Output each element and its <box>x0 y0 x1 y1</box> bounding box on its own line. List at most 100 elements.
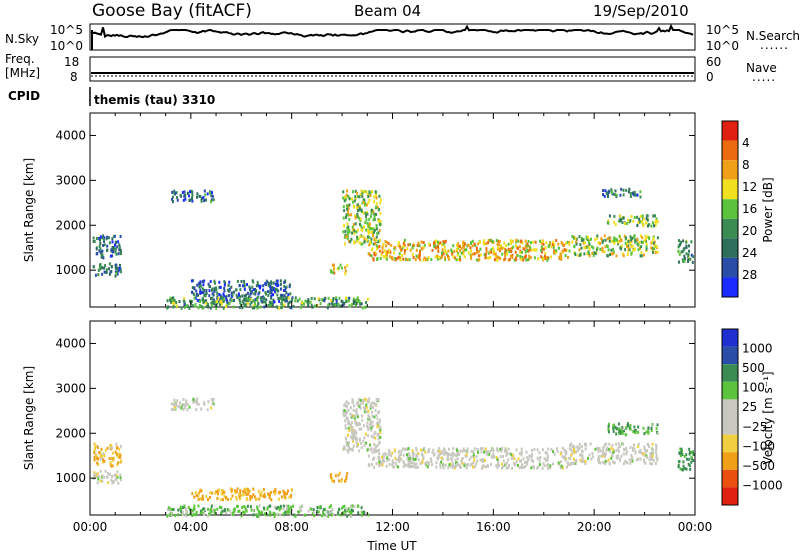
scatter-cell <box>520 465 523 469</box>
scatter-cell <box>333 271 336 275</box>
scatter-cell <box>246 302 249 305</box>
scatter-cell <box>184 513 187 517</box>
scatter-cell <box>482 458 485 462</box>
scatter-cell <box>287 504 290 508</box>
scatter-cell <box>678 260 680 264</box>
scatter-cell <box>626 253 629 256</box>
scatter-cell <box>355 230 358 234</box>
scatter-cell <box>682 464 685 468</box>
scatter-cell <box>604 459 607 463</box>
scatter-cell <box>342 412 345 416</box>
scatter-cell <box>367 201 370 205</box>
scatter-cell <box>253 299 256 303</box>
scatter-cell <box>606 195 609 198</box>
scatter-cell <box>220 506 223 510</box>
scatter-cell <box>377 421 380 425</box>
scatter-cell <box>202 280 204 283</box>
scatter-cell <box>485 250 488 254</box>
scatter-cell <box>612 429 615 433</box>
scatter-cell <box>101 236 104 240</box>
x-tick-label: 04:00 <box>174 520 209 534</box>
scatter-cell <box>350 213 352 217</box>
scatter-cell <box>402 465 405 469</box>
scatter-cell <box>507 242 510 246</box>
scatter-cell <box>354 222 357 226</box>
scatter-cell <box>685 240 688 244</box>
scatter-cell <box>369 253 371 257</box>
scatter-cell <box>537 465 540 469</box>
scatter-cell <box>437 245 439 249</box>
scatter-cell <box>629 461 632 465</box>
x-tick-label: 12:00 <box>375 520 410 534</box>
scatter-cell <box>115 473 118 477</box>
scatter-cell <box>229 297 232 301</box>
scatter-cell <box>441 450 444 454</box>
scatter-cell <box>650 447 653 451</box>
scatter-cell <box>252 299 255 303</box>
scatter-cell <box>648 223 651 227</box>
scatter-cell <box>230 295 233 299</box>
scatter-cell <box>238 305 241 309</box>
scatter-cell <box>505 462 507 466</box>
scatter-cell <box>201 494 204 498</box>
scatter-cell <box>102 244 105 247</box>
scatter-cell <box>607 192 609 196</box>
scatter-cell <box>498 248 501 251</box>
scatter-cell <box>238 495 241 499</box>
scatter-cell <box>267 304 270 307</box>
scatter-cell <box>379 198 382 202</box>
scatter-cell <box>476 249 478 253</box>
scatter-cell <box>629 458 632 462</box>
scatter-cell <box>216 300 219 303</box>
velocity-ylabel: Slant Range [km] <box>22 366 36 470</box>
scatter-cell <box>358 208 361 212</box>
scatter-cell <box>447 249 450 253</box>
scatter-cell <box>691 260 694 264</box>
scatter-cell <box>655 453 658 457</box>
scatter-cell <box>202 507 205 511</box>
scatter-cell <box>172 508 175 511</box>
scatter-cell <box>437 454 440 458</box>
scatter-cell <box>183 403 185 407</box>
scatter-cell <box>572 461 575 465</box>
scatter-cell <box>106 472 109 475</box>
scatter-cell <box>462 240 465 244</box>
scatter-cell <box>346 207 349 211</box>
scatter-cell <box>225 296 228 299</box>
scatter-cell <box>394 257 397 260</box>
scatter-cell <box>239 489 242 492</box>
scatter-cell <box>612 427 615 431</box>
scatter-cell <box>329 269 332 273</box>
scatter-cell <box>480 450 483 454</box>
scatter-cell <box>538 459 541 463</box>
scatter-cell <box>684 257 686 261</box>
scatter-cell <box>195 494 198 498</box>
scatter-cell <box>111 237 114 241</box>
scatter-cell <box>383 255 386 259</box>
scatter-cell <box>241 306 244 310</box>
scatter-cell <box>619 445 622 448</box>
scatter-cell <box>544 257 546 261</box>
scatter-cell <box>252 288 255 292</box>
scatter-cell <box>200 497 203 501</box>
scatter-cell <box>569 443 571 447</box>
scatter-cell <box>490 455 493 459</box>
scatter-cell <box>249 302 252 306</box>
scatter-cell <box>117 461 120 465</box>
scatter-cell <box>252 487 255 491</box>
scatter-cell <box>546 454 549 458</box>
scatter-cell <box>602 446 605 450</box>
scatter-cell <box>441 243 443 247</box>
scatter-cell <box>223 490 226 494</box>
scatter-cell <box>223 286 226 290</box>
scatter-cell <box>385 464 388 468</box>
scatter-cell <box>373 251 376 255</box>
scatter-cell <box>459 449 462 453</box>
scatter-cell <box>339 471 342 475</box>
scatter-cell <box>97 475 100 479</box>
scatter-cell <box>293 513 296 517</box>
scatter-cell <box>404 249 406 252</box>
scatter-cell <box>612 460 615 464</box>
scatter-cell <box>347 445 350 449</box>
scatter-cell <box>590 237 592 241</box>
